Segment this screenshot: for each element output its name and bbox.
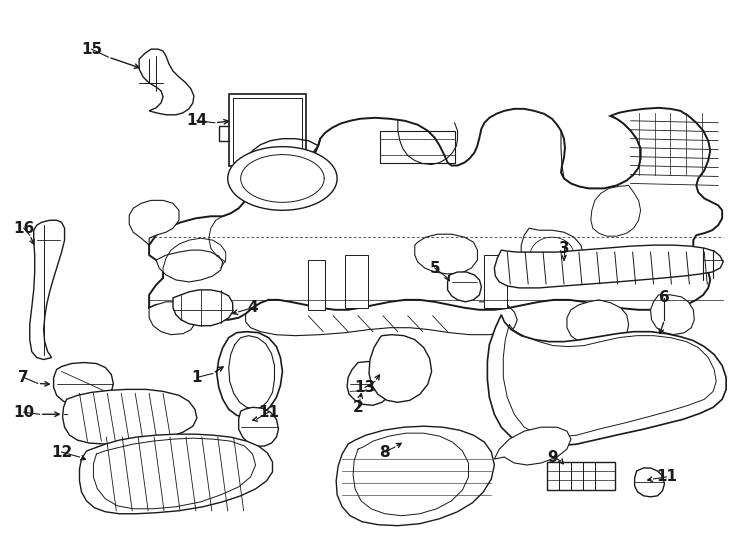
Bar <box>380 131 454 163</box>
Text: 6: 6 <box>659 291 670 305</box>
Polygon shape <box>336 426 494 525</box>
Bar <box>233 98 302 161</box>
Text: 14: 14 <box>186 113 208 129</box>
Text: 9: 9 <box>548 449 559 464</box>
Polygon shape <box>156 250 222 282</box>
Polygon shape <box>487 315 726 446</box>
Polygon shape <box>494 245 723 288</box>
Polygon shape <box>448 272 482 302</box>
Text: 11: 11 <box>656 469 677 484</box>
Polygon shape <box>415 234 477 274</box>
Text: 16: 16 <box>13 221 34 236</box>
Text: 3: 3 <box>559 241 570 255</box>
Polygon shape <box>347 361 392 406</box>
Polygon shape <box>484 255 507 308</box>
Polygon shape <box>369 335 432 402</box>
Text: 10: 10 <box>13 405 34 420</box>
Polygon shape <box>217 332 283 418</box>
Text: 7: 7 <box>18 370 29 385</box>
Polygon shape <box>635 468 664 497</box>
Polygon shape <box>30 220 65 360</box>
Polygon shape <box>650 295 694 335</box>
Polygon shape <box>129 200 179 245</box>
Text: 5: 5 <box>429 260 440 275</box>
Bar <box>547 462 614 490</box>
Text: 1: 1 <box>192 370 202 385</box>
Polygon shape <box>239 407 278 446</box>
Polygon shape <box>139 49 194 115</box>
Polygon shape <box>79 434 272 514</box>
Polygon shape <box>173 290 233 326</box>
Text: 11: 11 <box>258 405 279 420</box>
Text: 2: 2 <box>352 400 363 415</box>
Polygon shape <box>228 147 337 210</box>
Text: 13: 13 <box>355 380 376 395</box>
Text: 4: 4 <box>247 300 258 315</box>
Polygon shape <box>567 300 628 345</box>
Text: 8: 8 <box>379 444 390 460</box>
Text: 15: 15 <box>81 42 102 57</box>
Polygon shape <box>591 185 641 236</box>
Polygon shape <box>54 362 113 406</box>
Text: 12: 12 <box>51 444 72 460</box>
Polygon shape <box>345 255 368 308</box>
Polygon shape <box>308 260 325 310</box>
Polygon shape <box>149 302 196 335</box>
Bar <box>229 94 306 166</box>
Polygon shape <box>494 427 571 465</box>
Polygon shape <box>521 228 584 282</box>
Polygon shape <box>62 389 197 444</box>
